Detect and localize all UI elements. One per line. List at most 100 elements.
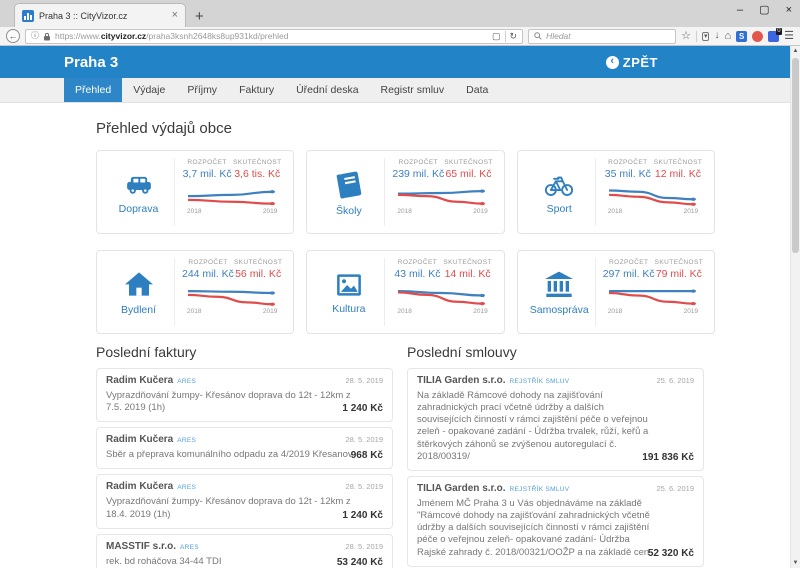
- category-card-doprava[interactable]: Doprava ROZPOČET 3,7 mil. Kč SKUTEČNOST …: [96, 150, 295, 234]
- invoice-amount: 1 240 Kč: [342, 403, 383, 415]
- reload-icon[interactable]: ↻: [509, 30, 518, 41]
- invoice-date: 28. 5. 2019: [345, 541, 383, 551]
- contract-amount: 191 836 Kč: [642, 451, 694, 463]
- house-icon: [124, 271, 153, 296]
- url-text: https://www.cityvizor.cz/praha3ksnh2648k…: [55, 31, 289, 41]
- scroll-down-arrow[interactable]: ▼: [792, 560, 799, 566]
- window-minimize-button[interactable]: –: [737, 4, 744, 16]
- search-input[interactable]: Hledat: [528, 28, 677, 44]
- scrollbar-thumb[interactable]: [792, 58, 799, 253]
- category-card-kultura[interactable]: Kultura ROZPOČET 43 mil. Kč SKUTEČNOST 1…: [306, 250, 505, 334]
- category-label: Školy: [336, 204, 362, 217]
- budget-value: 244 mil. Kč: [182, 268, 234, 280]
- year-label: 2019: [262, 308, 278, 315]
- invoice-item[interactable]: MASSTIF s.r.o. ARES 28. 5. 2019 rek. bd …: [96, 533, 393, 568]
- reality-column-label: SKUTEČNOST: [653, 159, 703, 166]
- home-icon[interactable]: ⌂: [724, 29, 732, 42]
- city-title: Praha 3: [64, 53, 119, 71]
- category-card-bydleni[interactable]: Bydlení ROZPOČET 244 mil. Kč SKUTEČNOST …: [96, 250, 295, 334]
- tab-prijmy[interactable]: Příjmy: [187, 84, 218, 96]
- category-cards: Doprava ROZPOČET 3,7 mil. Kč SKUTEČNOST …: [96, 150, 716, 334]
- contract-description: Na základě Rámcové dohody na zajišťování…: [417, 390, 649, 462]
- category-label: Bydlení: [120, 303, 157, 316]
- close-tab-icon[interactable]: ×: [171, 9, 178, 21]
- contract-item[interactable]: TILIA Garden s.r.o. Rejstřík smluv 25. 6…: [407, 475, 704, 567]
- reality-value: 12 mil. Kč: [654, 168, 702, 180]
- trend-sparkline: [603, 289, 696, 306]
- invoice-item[interactable]: Radim Kučera ARES 28. 5. 2019 Vyprazdňov…: [96, 474, 393, 529]
- invoice-description: Vyprazdňování žumpy- Křesánov doprava do…: [106, 390, 351, 414]
- bookmark-star-icon[interactable]: ☆: [681, 29, 691, 42]
- chevron-left-icon: ‹: [605, 55, 619, 69]
- invoice-amount: 1 240 Kč: [342, 509, 383, 521]
- downloads-icon[interactable]: ↓: [714, 30, 720, 41]
- invoice-date: 28. 5. 2019: [345, 376, 383, 385]
- invoice-description: Vyprazdňování žumpy- Křesánov doprava do…: [106, 496, 351, 520]
- ares-link[interactable]: ARES: [177, 378, 197, 385]
- url-field[interactable]: ⓘ https://www.cityvizor.cz/praha3ksnh264…: [25, 28, 524, 44]
- site-info-icon[interactable]: ⓘ: [31, 31, 39, 40]
- tab-registr-smluv[interactable]: Registr smluv: [380, 84, 445, 96]
- reality-value: 79 mil. Kč: [655, 268, 702, 280]
- browser-tab[interactable]: Praha 3 :: CityVizor.cz ×: [14, 3, 186, 27]
- ares-link[interactable]: ARES: [177, 437, 197, 445]
- browser-back-button[interactable]: ←: [6, 29, 20, 43]
- tab-uredni-deska[interactable]: Úřední deska: [296, 84, 359, 96]
- year-label: 2019: [683, 208, 699, 215]
- category-card-skoly[interactable]: Školy ROZPOČET 239 mil. Kč SKUTEČNOST 65…: [306, 150, 505, 234]
- back-button[interactable]: ‹ ZPĚT: [605, 55, 658, 70]
- tab-prehled[interactable]: Přehled: [64, 78, 123, 102]
- picture-icon: [336, 273, 361, 296]
- invoice-description: rek. bd roháčova 34-44 TDI: [106, 555, 222, 567]
- bank-icon: [545, 271, 574, 297]
- invoice-item[interactable]: Radim Kučera ARES 28. 5. 2019 Vyprazdňov…: [96, 368, 393, 423]
- year-label: 2019: [262, 208, 278, 215]
- reality-column-label: SKUTEČNOST: [654, 259, 704, 266]
- lock-icon: [44, 32, 50, 40]
- supplier-name: Radim Kučera: [106, 434, 174, 446]
- menu-hamburger-icon[interactable]: ☰: [784, 29, 794, 42]
- ares-link[interactable]: ARES: [180, 543, 199, 551]
- browser-addressbar: ← ⓘ https://www.cityvizor.cz/praha3ksnh2…: [0, 27, 800, 46]
- reality-value: 14 mil. Kč: [444, 268, 491, 280]
- page-scrollbar[interactable]: ▲ ▼: [790, 46, 800, 568]
- year-label: 2019: [473, 208, 488, 215]
- rejstrik-smluv-link[interactable]: Rejstřík smluv: [509, 378, 570, 385]
- trend-sparkline: [182, 283, 275, 306]
- pocket-icon[interactable]: ▾: [701, 31, 710, 41]
- reader-mode-icon[interactable]: ▢: [492, 30, 501, 41]
- rejstrik-smluv-link[interactable]: Rejstřík smluv: [509, 485, 570, 493]
- tab-vydaje[interactable]: Výdaje: [133, 84, 166, 96]
- invoice-item[interactable]: Radim Kučera ARES 28. 5. 2019 Sběr a pře…: [96, 427, 393, 470]
- contract-description: Jménem MČ Praha 3 u Vás objednáváme na z…: [417, 497, 650, 558]
- supplier-name: TILIA Garden s.r.o.: [417, 375, 506, 386]
- tab-data[interactable]: Data: [466, 84, 489, 96]
- tab-faktury[interactable]: Faktury: [239, 84, 275, 96]
- reality-column-label: SKUTEČNOST: [233, 259, 283, 266]
- car-icon: [126, 176, 151, 194]
- supplier-name: Radim Kučera: [106, 375, 174, 386]
- trend-sparkline: [392, 283, 486, 306]
- scroll-up-arrow[interactable]: ▲: [792, 48, 799, 54]
- supplier-name: TILIA Garden s.r.o.: [417, 482, 506, 494]
- ares-link[interactable]: ARES: [177, 484, 197, 492]
- invoice-date: 28. 5. 2019: [345, 435, 383, 445]
- book-icon: [336, 171, 362, 198]
- category-card-samosprava[interactable]: Samospráva ROZPOČET 297 mil. Kč SKUTEČNO…: [516, 250, 716, 334]
- budget-value: 297 mil. Kč: [602, 268, 655, 280]
- category-card-sport[interactable]: Sport ROZPOČET 35 mil. Kč SKUTEČNOST 12 …: [516, 150, 716, 234]
- extension-icon-s[interactable]: S: [736, 30, 748, 42]
- extension-icon-badge[interactable]: 0: [768, 27, 783, 42]
- contract-item[interactable]: TILIA Garden s.r.o. Rejstřík smluv 25. 6…: [407, 368, 704, 471]
- window-maximize-button[interactable]: ▢: [759, 4, 770, 16]
- window-close-button[interactable]: ×: [785, 4, 792, 16]
- category-label: Kultura: [332, 302, 366, 315]
- contract-amount: 52 320 Kč: [647, 547, 694, 559]
- budget-column-label: ROZPOČET: [608, 159, 648, 166]
- trend-sparkline: [603, 183, 696, 206]
- reality-column-label: SKUTEČNOST: [444, 159, 493, 166]
- extension-icon-red[interactable]: [752, 30, 764, 42]
- year-label: 2018: [607, 208, 623, 215]
- new-tab-button[interactable]: +: [195, 8, 204, 25]
- category-label: Sport: [546, 202, 572, 215]
